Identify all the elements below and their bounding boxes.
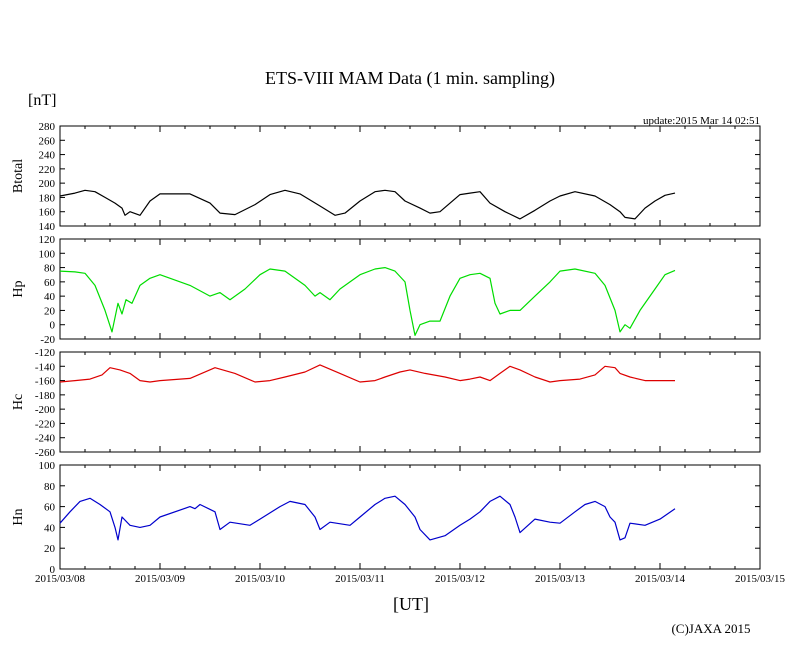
panel-label-hn: Hn xyxy=(11,508,26,525)
y-tick-label: 0 xyxy=(50,320,56,332)
y-tick-label: 20 xyxy=(44,543,56,555)
y-tick-label: -20 xyxy=(40,334,55,346)
y-tick-label: 120 xyxy=(39,234,56,246)
panel-label-hc: Hc xyxy=(11,394,26,410)
y-tick-label: -220 xyxy=(35,418,56,430)
y-tick-label: -140 xyxy=(35,361,56,373)
series-hc xyxy=(59,364,675,383)
y-tick-label: 80 xyxy=(44,481,56,493)
y-tick-label: 100 xyxy=(39,248,56,260)
x-tick-label: 2015/03/08 xyxy=(35,573,86,585)
x-tick-label: 2015/03/13 xyxy=(535,573,586,585)
x-tick-label: 2015/03/15 xyxy=(735,573,786,585)
y-tick-label: 260 xyxy=(39,135,56,147)
x-tick-label: 2015/03/09 xyxy=(135,573,186,585)
y-tick-label: 20 xyxy=(44,305,56,317)
copyright-text: (C)JAXA 2015 xyxy=(671,621,750,636)
y-tick-label: 100 xyxy=(39,460,56,472)
x-axis-label: [UT] xyxy=(393,594,429,614)
series-hp xyxy=(59,267,676,336)
y-tick-label: 220 xyxy=(39,164,56,176)
series-hn xyxy=(59,495,676,541)
panel-label-hp: Hp xyxy=(11,280,26,297)
update-timestamp: update:2015 Mar 14 02:51 xyxy=(643,115,760,127)
y-tick-label: 140 xyxy=(39,221,56,233)
y-tick-label: 280 xyxy=(39,121,56,133)
panel-frame-hn xyxy=(59,464,761,570)
y-tick-label: -200 xyxy=(35,404,56,416)
y-tick-label: 160 xyxy=(39,207,56,219)
y-tick-label: 200 xyxy=(39,178,56,190)
x-tick-label: 2015/03/10 xyxy=(235,573,286,585)
unit-label: [nT] xyxy=(28,92,56,109)
x-tick-label: 2015/03/12 xyxy=(435,573,485,585)
y-tick-label: 80 xyxy=(44,263,56,275)
chart-title: ETS-VIII MAM Data (1 min. sampling) xyxy=(265,68,555,89)
panel-frame-btotal xyxy=(59,125,761,227)
y-tick-label: -240 xyxy=(35,433,56,445)
y-tick-label: 60 xyxy=(44,502,56,514)
x-tick-label: 2015/03/14 xyxy=(635,573,686,585)
y-tick-label: 40 xyxy=(44,291,56,303)
y-tick-label: 180 xyxy=(39,192,56,204)
panel-label-btotal: Btotal xyxy=(11,159,26,193)
y-tick-label: 60 xyxy=(44,277,56,289)
y-tick-label: -260 xyxy=(35,447,56,459)
y-tick-label: -180 xyxy=(35,390,56,402)
y-tick-label: -160 xyxy=(35,376,56,388)
series-btotal xyxy=(59,189,676,220)
y-tick-label: 40 xyxy=(44,522,56,534)
y-tick-label: 0 xyxy=(50,564,56,576)
y-tick-label: -120 xyxy=(35,347,56,359)
panel-frame-hc xyxy=(59,351,761,453)
y-tick-label: 240 xyxy=(39,150,56,162)
x-tick-label: 2015/03/11 xyxy=(335,573,385,585)
